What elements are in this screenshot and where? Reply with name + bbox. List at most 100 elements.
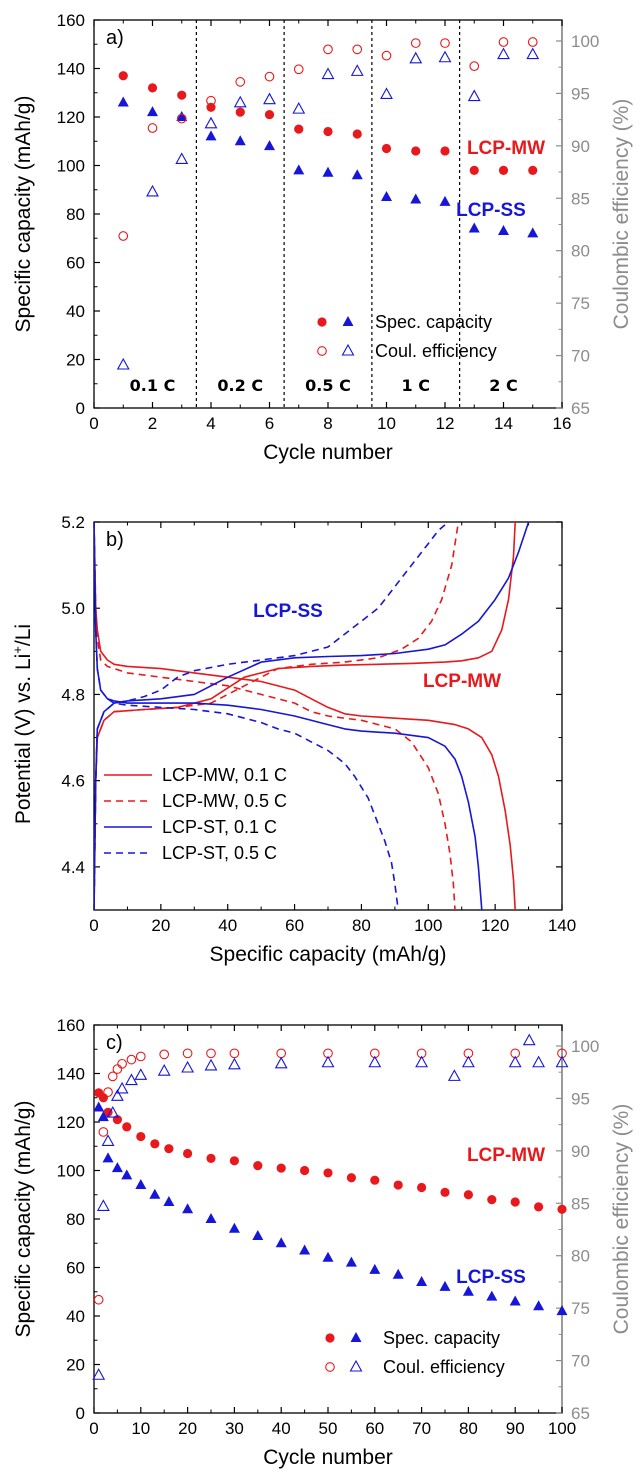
- discharge-curve: [94, 522, 516, 910]
- legend-marker: [342, 316, 354, 326]
- y-tick-label: 0: [76, 1404, 85, 1423]
- series-line: [94, 522, 460, 910]
- y-tick-label: 160: [57, 11, 85, 30]
- data-point: [252, 1229, 264, 1240]
- discharge-curve: [94, 522, 483, 910]
- data-point: [508, 1055, 522, 1068]
- y-tick-label: 80: [66, 205, 85, 224]
- data-point: [294, 124, 304, 134]
- data-point: [321, 1055, 335, 1068]
- data-point: [163, 1196, 175, 1207]
- data-point: [440, 146, 450, 156]
- series-line: [94, 522, 516, 910]
- x-axis-title: Cycle number: [263, 1446, 393, 1469]
- legend-marker: [349, 1359, 363, 1372]
- data-point: [112, 1064, 123, 1074]
- x-tick-label: 8: [323, 414, 332, 433]
- x-tick-label: 10: [377, 414, 396, 433]
- y-tick-label: 4.6: [61, 772, 85, 791]
- data-point: [352, 129, 362, 139]
- legend-label: Coul. efficiency: [375, 341, 497, 361]
- data-point: [533, 1300, 545, 1311]
- data-point: [322, 1251, 334, 1262]
- series-mw_capacity: [118, 71, 538, 175]
- data-point: [110, 1089, 124, 1101]
- y-tick-label: 60: [66, 254, 85, 273]
- y2-tick-label: 95: [571, 1089, 590, 1108]
- rate-label: 0.1 C: [130, 376, 176, 395]
- data-point: [229, 1048, 240, 1059]
- data-point: [276, 1048, 287, 1059]
- x-tick-label: 80: [352, 916, 371, 935]
- x-tick-label: 40: [218, 916, 237, 935]
- data-point: [205, 1213, 217, 1223]
- y-tick-label: 5.0: [61, 599, 85, 618]
- data-point: [149, 1188, 161, 1199]
- series-ss_efficiency: [92, 1033, 569, 1380]
- data-point: [147, 106, 158, 117]
- data-point: [183, 1148, 193, 1159]
- y-tick-label: 0: [76, 399, 85, 418]
- x-tick-label: 0: [89, 916, 98, 935]
- legend: Spec. capacity Coul. efficiency: [317, 312, 497, 361]
- legend-label: LCP-ST, 0.5 C: [162, 843, 277, 863]
- x-tick-label: 100: [414, 916, 442, 935]
- y-axis-title-main: Potential (V) vs. Li: [12, 654, 35, 824]
- data-point: [118, 231, 129, 241]
- series-label: LCP-MW: [423, 671, 501, 692]
- plot-frame: [93, 1024, 563, 1414]
- y2-tick-label: 100: [571, 1037, 599, 1056]
- data-point: [263, 92, 276, 105]
- data-point: [409, 51, 423, 64]
- y-axis-title: Specific capacity (mAh/g): [12, 96, 35, 333]
- x-tick-label: 16: [553, 414, 572, 433]
- data-point: [467, 89, 481, 102]
- legend-label: Coul. efficiency: [383, 1357, 505, 1377]
- panel-label: b): [106, 529, 124, 551]
- data-point: [468, 222, 480, 233]
- data-point: [498, 165, 509, 175]
- series-line: [94, 522, 530, 910]
- data-point: [164, 1144, 174, 1154]
- data-point: [416, 1276, 428, 1287]
- data-point: [125, 1073, 138, 1086]
- y2-tick-label: 75: [571, 294, 590, 313]
- y-tick-label: 120: [57, 108, 85, 127]
- x-tick-label: 0: [89, 414, 98, 433]
- data-point: [555, 1055, 569, 1068]
- data-point: [107, 1071, 118, 1082]
- data-point: [117, 1058, 127, 1069]
- data-point: [486, 1290, 498, 1301]
- series-mw_efficiency: [118, 37, 538, 241]
- data-point: [522, 1033, 536, 1046]
- data-point: [369, 1263, 381, 1274]
- y-tick-label: 40: [66, 1307, 85, 1326]
- data-point: [463, 1190, 473, 1200]
- data-point: [97, 1111, 109, 1122]
- y-tick-label: 100: [57, 1162, 85, 1181]
- data-point: [300, 1165, 310, 1176]
- legend-label: Spec. capacity: [375, 312, 492, 332]
- rate-label: 0.2 C: [217, 376, 263, 395]
- x-tick-label: 90: [506, 1419, 525, 1438]
- data-point: [253, 1161, 263, 1171]
- y-tick-label: 4.4: [61, 858, 85, 877]
- data-point: [381, 50, 392, 61]
- x-tick-label: 30: [225, 1419, 244, 1438]
- y2-tick-label: 95: [571, 84, 590, 103]
- y-axis-title: Potential (V) vs. Li+/Li: [10, 624, 35, 824]
- data-point: [293, 164, 305, 175]
- data-point: [92, 1368, 106, 1380]
- series-label: LCP-SS: [456, 1267, 526, 1288]
- data-point: [96, 1199, 110, 1211]
- data-point: [227, 1057, 241, 1070]
- x-tick-label: 20: [151, 916, 170, 935]
- data-point: [229, 1156, 239, 1166]
- data-point: [146, 184, 159, 197]
- data-point: [118, 71, 128, 81]
- data-point: [264, 109, 275, 120]
- data-point: [556, 1305, 568, 1316]
- discharge-curve: [94, 522, 399, 910]
- data-point: [264, 140, 275, 151]
